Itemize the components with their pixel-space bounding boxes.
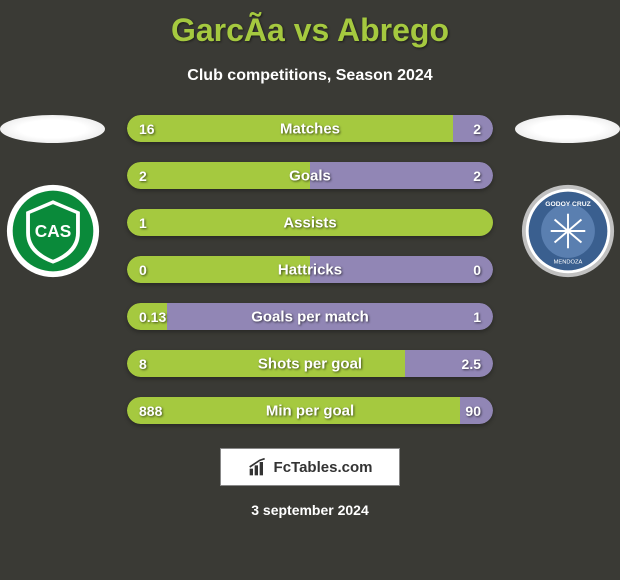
stat-value-right: 2 xyxy=(473,168,481,184)
stat-label: Matches xyxy=(280,120,340,137)
stat-bar: 1 Assists xyxy=(127,209,493,236)
page-title: GarcÃ­a vs Abrego xyxy=(0,0,620,49)
stat-bar: 8 Shots per goal 2.5 xyxy=(127,350,493,377)
stat-bar: 0 Hattricks 0 xyxy=(127,256,493,283)
right-column: GODOY CRUZ MENDOZA xyxy=(515,115,620,279)
date-text: 3 september 2024 xyxy=(0,502,620,518)
right-player-ellipse xyxy=(515,115,620,143)
svg-text:CAS: CAS xyxy=(34,221,70,241)
subtitle: Club competitions, Season 2024 xyxy=(0,67,620,85)
team-logo-left: CAS xyxy=(5,183,101,279)
stat-value-left: 0 xyxy=(139,262,147,278)
stat-value-right: 2.5 xyxy=(462,356,481,372)
bar-fill-left xyxy=(127,162,310,189)
team-logo-right: GODOY CRUZ MENDOZA xyxy=(520,183,616,279)
stat-label: Goals per match xyxy=(251,308,369,325)
stat-bar: 0.13 Goals per match 1 xyxy=(127,303,493,330)
stat-value-left: 16 xyxy=(139,121,155,137)
stat-label: Shots per goal xyxy=(258,355,362,372)
stat-value-left: 0.13 xyxy=(139,309,166,325)
stat-label: Assists xyxy=(283,214,336,231)
footer-brand-box[interactable]: FcTables.com xyxy=(220,448,400,486)
chart-icon xyxy=(248,457,268,477)
footer-brand-text: FcTables.com xyxy=(274,459,373,476)
stats-bars: 16 Matches 2 2 Goals 2 1 Assists 0 Hattr… xyxy=(127,115,493,424)
stat-value-right: 1 xyxy=(473,309,481,325)
stat-value-left: 8 xyxy=(139,356,147,372)
svg-text:GODOY CRUZ: GODOY CRUZ xyxy=(545,201,590,208)
stat-label: Goals xyxy=(289,167,331,184)
svg-text:MENDOZA: MENDOZA xyxy=(553,260,582,266)
stat-value-right: 2 xyxy=(473,121,481,137)
content-area: CAS 16 Matches 2 2 Goals 2 1 Assists xyxy=(0,115,620,424)
bar-fill-right xyxy=(310,162,493,189)
left-player-ellipse xyxy=(0,115,105,143)
stat-value-left: 2 xyxy=(139,168,147,184)
stat-value-left: 888 xyxy=(139,403,162,419)
stat-value-right: 90 xyxy=(465,403,481,419)
left-column: CAS xyxy=(0,115,105,279)
stat-value-right: 0 xyxy=(473,262,481,278)
stat-bar: 16 Matches 2 xyxy=(127,115,493,142)
stat-label: Hattricks xyxy=(278,261,342,278)
stat-value-left: 1 xyxy=(139,215,147,231)
stat-bar: 2 Goals 2 xyxy=(127,162,493,189)
stat-bar: 888 Min per goal 90 xyxy=(127,397,493,424)
stat-label: Min per goal xyxy=(266,402,354,419)
